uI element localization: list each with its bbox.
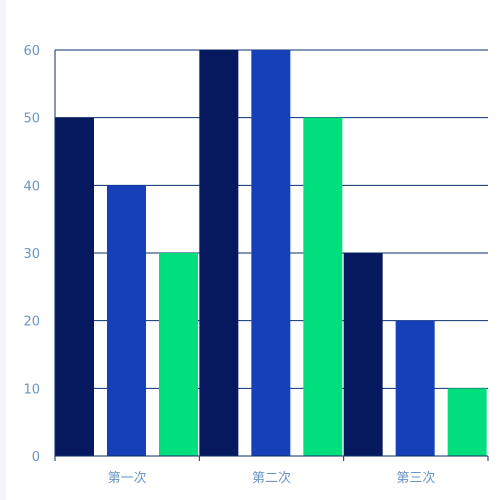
y-tick-label: 30 [23, 247, 40, 262]
bar-series2-3 [395, 320, 435, 456]
tick-labels: 0 10 20 30 40 50 60 第一次 第二次 第三次 [23, 44, 435, 486]
y-tick-label: 40 [23, 179, 40, 194]
bars [55, 50, 487, 457]
x-tick-label: 第二次 [252, 470, 291, 486]
bar-series1-2 [199, 50, 239, 456]
bar-series3-2 [303, 117, 343, 457]
x-tick-label: 第一次 [108, 470, 147, 486]
y-tick-label: 50 [23, 112, 40, 127]
bar-series1-3 [343, 253, 383, 456]
bar-series3-3 [447, 388, 487, 456]
x-tick-label: 第三次 [396, 470, 435, 486]
y-tick-label: 0 [32, 450, 40, 465]
y-tick-label: 20 [23, 315, 40, 330]
bar-series2-2 [251, 50, 291, 456]
y-tick-label: 60 [23, 44, 40, 59]
axes [54, 50, 489, 461]
bar-series2-1 [107, 185, 146, 457]
y-tick-label: 10 [23, 382, 40, 397]
bar-series3-1 [159, 253, 198, 456]
bar-series1-1 [55, 117, 94, 457]
left-edge-strip [0, 0, 6, 500]
